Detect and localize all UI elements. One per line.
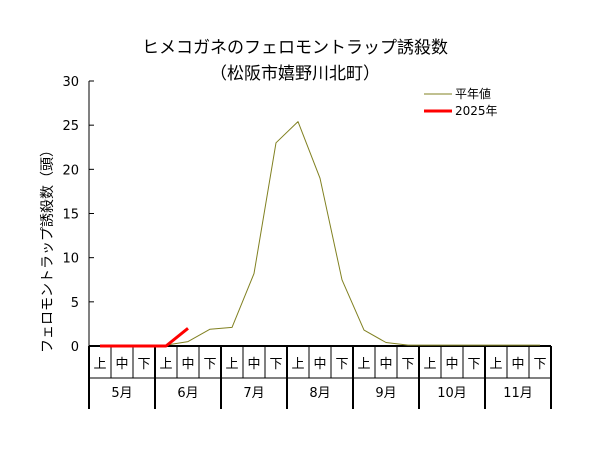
period-label: 下 <box>269 357 282 372</box>
period-label: 下 <box>401 357 414 372</box>
series-line-normal <box>100 121 540 347</box>
series-line-2025 <box>100 327 189 348</box>
period-label: 上 <box>93 357 106 372</box>
period-label: 中 <box>181 357 194 372</box>
period-label: 上 <box>225 357 238 372</box>
y-tick-label: 15 <box>62 208 79 223</box>
period-label: 下 <box>335 357 348 372</box>
chart-subtitle: （松阪市嬉野川北町） <box>210 64 380 84</box>
y-axis: 0 5 10 15 20 25 30 <box>62 75 94 355</box>
legend: 平年値 2025年 <box>424 86 498 118</box>
chart-title: ヒメコガネのフェロモントラップ誘殺数 <box>142 38 448 58</box>
period-label: 上 <box>357 357 370 372</box>
month-label: 7月 <box>243 386 264 401</box>
period-label: 下 <box>533 357 546 372</box>
period-label: 上 <box>489 357 502 372</box>
y-tick-label: 30 <box>62 75 79 90</box>
y-tick-label: 20 <box>62 163 79 178</box>
plot-area <box>100 121 540 348</box>
month-label: 8月 <box>309 386 330 401</box>
legend-label-2025: 2025年 <box>455 104 498 118</box>
period-label: 中 <box>379 357 392 372</box>
period-label: 上 <box>159 357 172 372</box>
y-axis-label: フェロモントラップ誘殺数（頭） <box>40 143 56 353</box>
y-tick-label: 25 <box>62 119 79 134</box>
month-label: 10月 <box>437 386 467 401</box>
period-label: 上 <box>423 357 436 372</box>
period-label: 下 <box>467 357 480 372</box>
month-label: 5月 <box>111 386 132 401</box>
month-label: 11月 <box>503 386 533 401</box>
period-label: 上 <box>291 357 304 372</box>
month-label: 9月 <box>375 386 396 401</box>
period-label: 下 <box>137 357 150 372</box>
y-tick-label: 0 <box>71 340 79 355</box>
period-label: 中 <box>445 357 458 372</box>
period-label: 中 <box>115 357 128 372</box>
period-label: 下 <box>203 357 216 372</box>
period-label: 中 <box>511 357 524 372</box>
month-label: 6月 <box>177 386 198 401</box>
legend-label-normal: 平年値 <box>455 86 491 101</box>
period-label: 中 <box>247 357 260 372</box>
x-axis: 上中下上中下上中下上中下上中下上中下上中下5月 6月 7月 8月 9月 10月 11月 <box>88 345 552 409</box>
y-tick-label: 5 <box>71 296 79 311</box>
y-tick-label: 10 <box>62 252 79 267</box>
period-label: 中 <box>313 357 326 372</box>
